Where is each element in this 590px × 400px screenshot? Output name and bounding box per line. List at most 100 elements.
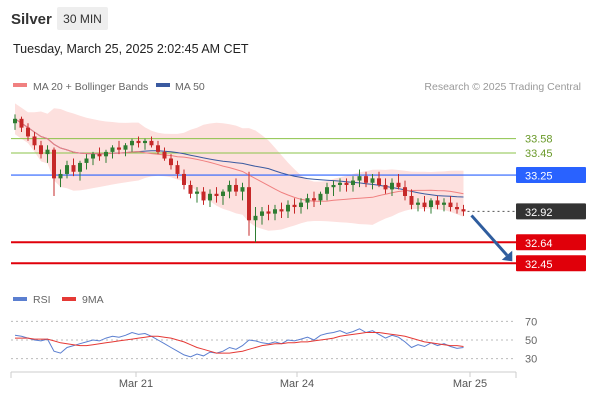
candle [429,200,433,208]
support-label-box-5 [516,255,586,272]
timestamp: Tuesday, March 25, 2025 2:02:45 AM CET [13,42,249,56]
candle [91,154,95,159]
candle [78,162,82,172]
candle [325,187,329,194]
timeframe-label: 30 MIN [63,12,102,26]
rsi-legend-swatch [13,297,27,301]
candle [357,176,362,181]
candle [247,187,251,221]
candle [312,198,316,201]
support-label-box-4 [516,234,586,251]
pivot-label-box-2 [516,167,586,184]
x-axis-ticks: Mar 21 Mar 24 Mar 25 [119,372,487,390]
candle [351,180,355,185]
candle [208,193,212,201]
credit-label: Research © 2025 Trading Central [424,81,581,93]
candle [45,149,50,155]
candle [279,209,284,212]
levels-layer [11,138,516,265]
candle [396,182,401,188]
rsi-ma-line [15,332,464,354]
forecast-arrow-shaft [470,214,509,257]
candle [338,182,342,185]
x-tick-label: Mar 24 [280,378,314,390]
candle [221,191,225,196]
candle [416,202,420,205]
rsi-ma-legend-label: 9MA [82,294,104,306]
candle [364,176,368,183]
candles-layer [13,114,466,243]
ma50-legend-swatch [156,83,170,87]
bollinger-band-area [15,103,464,231]
candle [422,202,427,208]
rsi-line [14,328,464,358]
pivot-level-label: 33.25 [525,171,553,183]
candle [19,118,24,128]
candle [403,187,407,196]
candle [286,204,290,212]
candle [377,178,381,185]
candle [117,147,121,150]
current-level-label: 32.92 [525,207,553,219]
candle [331,184,336,188]
candle [149,140,154,146]
candle [299,202,303,208]
candle [253,215,258,221]
timeframe-badge[interactable] [57,7,108,30]
candle [110,147,115,152]
candle [195,191,199,194]
candle [175,165,180,174]
candle [188,184,193,194]
candle [97,154,102,157]
candle [273,209,277,214]
support-level-label: 32.45 [525,259,553,271]
bollinger-band-layer [15,103,464,231]
candle [305,198,310,203]
candle [182,173,186,185]
moving-average-layer [14,118,464,202]
candle [370,178,375,183]
candle [58,173,63,179]
support-level-label: 32.64 [525,238,553,250]
rsi-tick-label: 50 [525,335,537,347]
candle [32,136,37,146]
rsi-tick-label: 30 [525,354,537,366]
candle [435,200,440,205]
instrument-title: Silver [11,11,52,28]
candle [130,140,134,146]
candle [123,145,128,150]
rsi-ma-legend-swatch [62,297,76,301]
candle [266,211,271,214]
rsi-legend-label: RSI [33,294,51,306]
candle [461,209,466,212]
resistance-level-label: 33.58 [525,134,553,146]
x-tick-label: Mar 25 [453,378,487,390]
candle [409,196,414,205]
candle [390,182,394,190]
candle [71,165,76,172]
level-labels-layer: 33.58 33.45 33.25 32.92 32.64 32.45 [516,134,586,272]
rsi-panel: 70 50 30 [11,316,537,366]
candle [201,191,206,201]
candle [13,118,17,124]
ma50-legend-label: MA 50 [175,81,205,93]
candle [442,202,446,205]
ma20-legend-swatch [13,83,27,87]
candle [455,207,459,210]
candle [234,184,238,192]
resistance-level-label: 33.45 [525,148,553,160]
candle [136,140,141,144]
candle [84,158,89,163]
candle [214,193,219,196]
candle [52,149,56,179]
candle [26,127,30,137]
current-label-box-3 [516,203,586,220]
candle [156,145,160,152]
candle [448,202,453,208]
candle [383,184,388,190]
candle [143,140,147,144]
candle [39,145,43,155]
rsi-tick-label: 70 [525,316,537,328]
forecast-arrow-head [501,250,513,262]
candle [104,151,108,157]
